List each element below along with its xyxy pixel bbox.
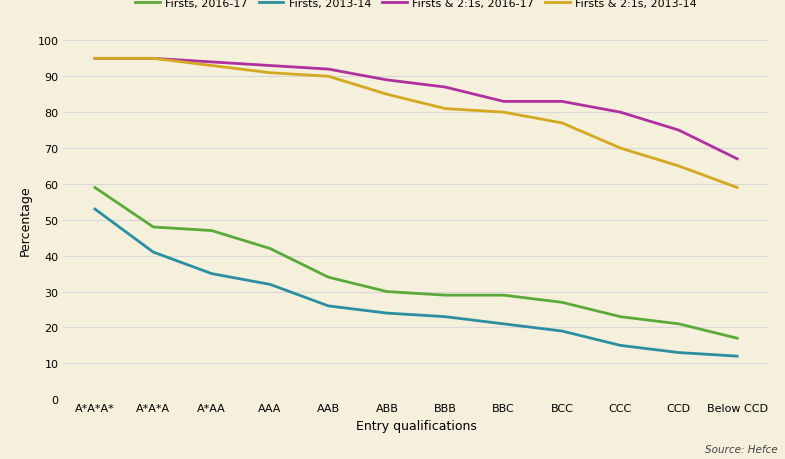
Firsts & 2:1s, 2013-14	[440, 106, 450, 112]
Firsts, 2013-14	[90, 207, 100, 213]
Firsts, 2013-14	[732, 353, 742, 359]
Firsts & 2:1s, 2016-17	[265, 64, 275, 69]
Firsts, 2013-14	[557, 329, 567, 334]
Line: Firsts, 2013-14: Firsts, 2013-14	[95, 210, 737, 356]
Firsts, 2016-17	[440, 293, 450, 298]
Firsts, 2013-14	[207, 271, 217, 277]
Firsts, 2013-14	[382, 311, 392, 316]
Firsts & 2:1s, 2016-17	[148, 56, 158, 62]
Firsts, 2013-14	[148, 250, 158, 255]
Firsts, 2016-17	[674, 321, 684, 327]
Firsts & 2:1s, 2016-17	[90, 56, 100, 62]
Firsts, 2013-14	[499, 321, 509, 327]
Firsts, 2016-17	[382, 289, 392, 295]
Firsts & 2:1s, 2013-14	[148, 56, 158, 62]
Line: Firsts, 2016-17: Firsts, 2016-17	[95, 188, 737, 338]
Firsts, 2016-17	[557, 300, 567, 305]
Firsts & 2:1s, 2013-14	[732, 185, 742, 191]
Firsts, 2013-14	[615, 343, 625, 348]
Firsts & 2:1s, 2013-14	[323, 74, 333, 80]
Firsts & 2:1s, 2013-14	[382, 92, 392, 98]
Firsts, 2013-14	[323, 303, 333, 309]
Firsts & 2:1s, 2013-14	[90, 56, 100, 62]
Legend: Firsts, 2016-17, Firsts, 2013-14, Firsts & 2:1s, 2016-17, Firsts & 2:1s, 2013-14: Firsts, 2016-17, Firsts, 2013-14, Firsts…	[130, 0, 702, 14]
Firsts & 2:1s, 2013-14	[265, 71, 275, 76]
Firsts & 2:1s, 2013-14	[207, 64, 217, 69]
Firsts, 2016-17	[732, 336, 742, 341]
Firsts & 2:1s, 2013-14	[615, 146, 625, 151]
Firsts & 2:1s, 2016-17	[557, 100, 567, 105]
X-axis label: Entry qualifications: Entry qualifications	[356, 419, 476, 432]
Firsts, 2016-17	[499, 293, 509, 298]
Firsts, 2013-14	[674, 350, 684, 356]
Firsts, 2016-17	[148, 225, 158, 230]
Firsts, 2016-17	[615, 314, 625, 320]
Firsts & 2:1s, 2016-17	[207, 60, 217, 66]
Firsts & 2:1s, 2013-14	[499, 110, 509, 116]
Firsts & 2:1s, 2016-17	[440, 85, 450, 90]
Line: Firsts & 2:1s, 2016-17: Firsts & 2:1s, 2016-17	[95, 59, 737, 159]
Firsts & 2:1s, 2016-17	[323, 67, 333, 73]
Firsts, 2016-17	[207, 228, 217, 234]
Firsts, 2013-14	[440, 314, 450, 320]
Firsts, 2013-14	[265, 282, 275, 287]
Firsts & 2:1s, 2016-17	[382, 78, 392, 84]
Firsts & 2:1s, 2016-17	[732, 157, 742, 162]
Y-axis label: Percentage: Percentage	[19, 185, 32, 256]
Firsts & 2:1s, 2016-17	[615, 110, 625, 116]
Firsts, 2016-17	[265, 246, 275, 252]
Firsts & 2:1s, 2013-14	[674, 164, 684, 169]
Firsts & 2:1s, 2016-17	[499, 100, 509, 105]
Firsts, 2016-17	[323, 275, 333, 280]
Firsts & 2:1s, 2016-17	[674, 128, 684, 134]
Firsts, 2016-17	[90, 185, 100, 191]
Line: Firsts & 2:1s, 2013-14: Firsts & 2:1s, 2013-14	[95, 59, 737, 188]
Text: Source: Hefce: Source: Hefce	[704, 444, 777, 454]
Firsts & 2:1s, 2013-14	[557, 121, 567, 126]
